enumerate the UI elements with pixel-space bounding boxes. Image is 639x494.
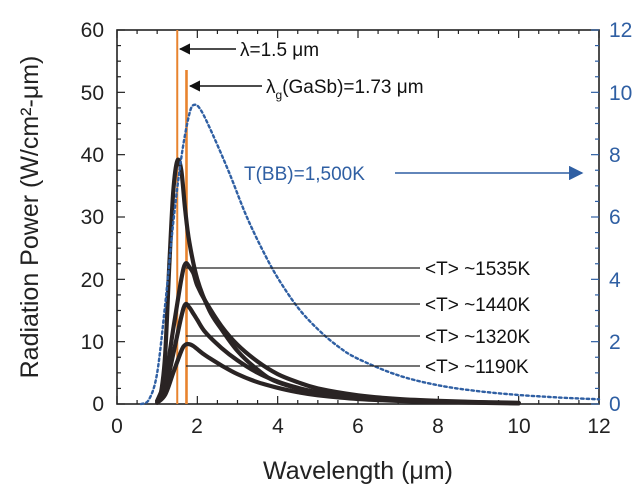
- x-tick-label: 4: [272, 415, 284, 438]
- y2-tick-label: 0: [609, 393, 621, 416]
- lambda-g-label: λg(GaSb)=1.73 μm: [266, 77, 424, 102]
- lambda-g-subscript: g: [276, 88, 283, 102]
- temp-label-1535: <T> ~1535K: [425, 259, 530, 280]
- x-tick-label: 12: [587, 415, 610, 438]
- y-tick-label: 10: [81, 331, 104, 354]
- temp-label-1440: <T> ~1440K: [425, 295, 530, 316]
- y-tick-label: 50: [81, 82, 104, 105]
- y-tick-label: 40: [81, 144, 104, 167]
- y2-tick-label: 6: [609, 206, 621, 229]
- y2-tick-label: 10: [609, 82, 632, 105]
- temp-label-1190: <T> ~1190K: [425, 357, 529, 378]
- temp-label-1320: <T> ~1320K: [425, 327, 530, 348]
- y-tick-labels: 0 10 20 30 40 50 60: [81, 19, 104, 416]
- lambda-g-rest: (GaSb)=1.73 μm: [282, 77, 423, 98]
- y2-tick-labels: 0 2 4 6 8 10 12: [609, 19, 632, 416]
- y-tick-label: 20: [81, 269, 104, 292]
- x-tick-label: 8: [432, 415, 444, 438]
- y-tick-label: 60: [81, 19, 104, 42]
- x-axis-title: Wavelength (μm): [263, 457, 453, 485]
- y-tick-label: 0: [92, 393, 104, 416]
- x-tick-label: 0: [111, 415, 123, 438]
- lambda-g-symbol: λ: [266, 77, 276, 98]
- x-tick-label: 2: [191, 415, 203, 438]
- series-measured-curve-3: [155, 341, 521, 406]
- y2-tick-label: 8: [609, 144, 621, 167]
- series-measured-curve-2: [155, 301, 521, 406]
- y-axis-title: Radiation Power (W/cm²-μm): [16, 56, 44, 379]
- y2-tick-label: 2: [609, 331, 621, 354]
- y-tick-label: 30: [81, 206, 104, 229]
- series-layer: [139, 103, 601, 406]
- series-blackbody-curve: [139, 103, 601, 406]
- lambda-label: λ=1.5 μm: [240, 40, 319, 61]
- x-tick-labels: 0 2 4 6 8 10 12: [111, 415, 611, 438]
- x-tick-label: 10: [507, 415, 530, 438]
- x-tick-label: 6: [352, 415, 364, 438]
- y2-tick-label: 4: [609, 269, 621, 292]
- tbb-label: T(BB)=1,500K: [244, 164, 365, 185]
- y2-tick-label: 12: [609, 19, 632, 42]
